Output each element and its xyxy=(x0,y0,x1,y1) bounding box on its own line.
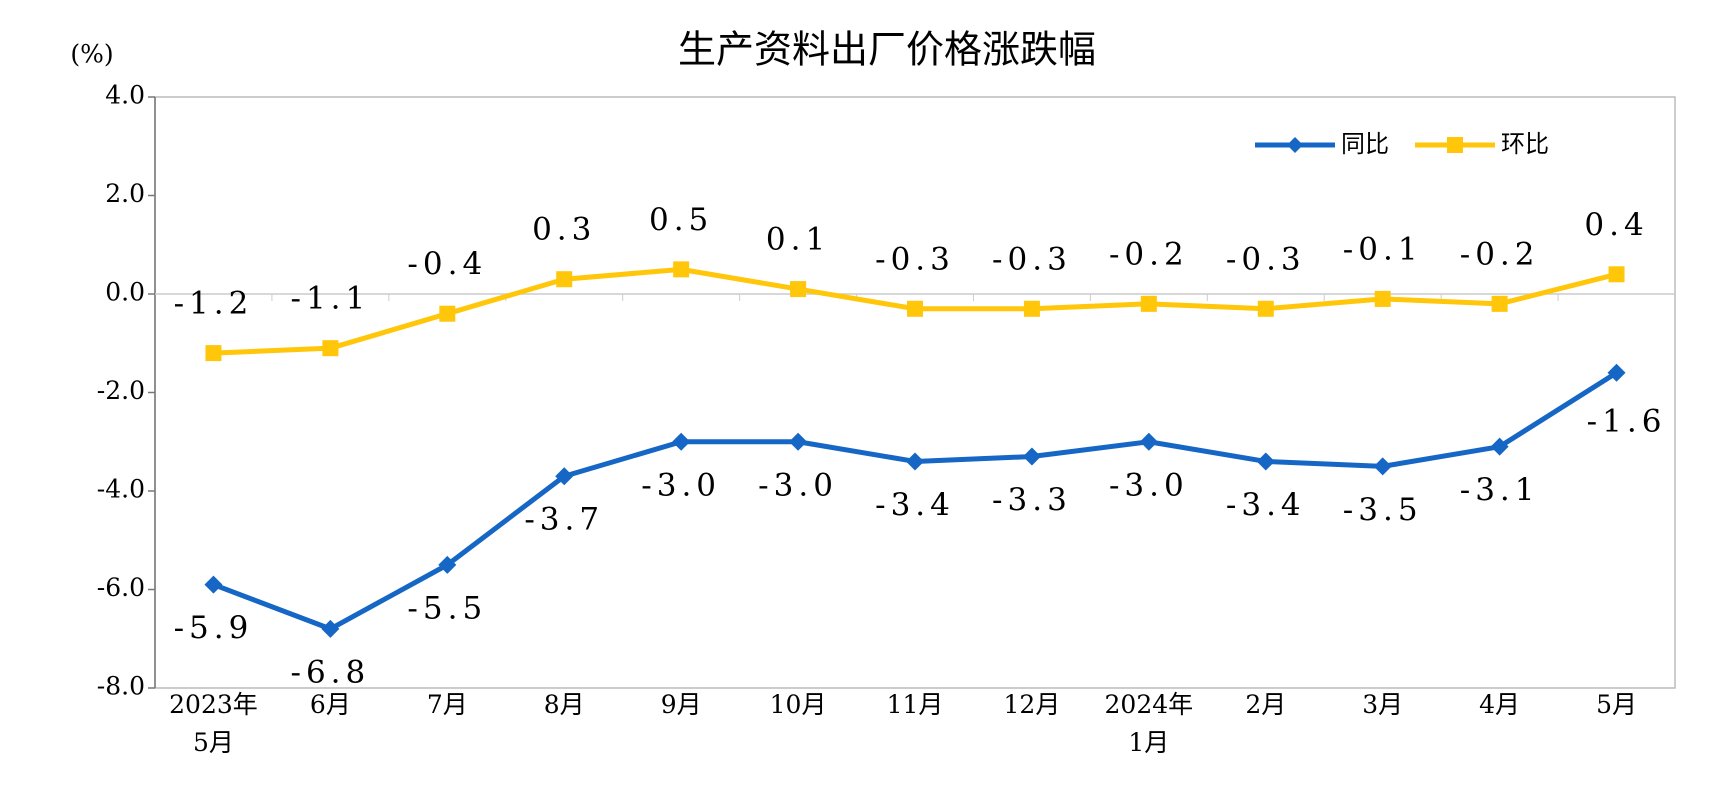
x-tick-label: 7月 xyxy=(427,690,468,719)
point xyxy=(1608,266,1625,283)
value-label: 0.4 xyxy=(1584,207,1648,243)
value-label: -3.5 xyxy=(1343,492,1423,528)
point xyxy=(1374,290,1391,307)
y-tick-label: -8.0 xyxy=(97,672,145,701)
point xyxy=(789,432,808,451)
x-tick-label: 2024年 1月 xyxy=(1105,690,1194,757)
point xyxy=(907,300,923,317)
value-label: 0.5 xyxy=(649,202,713,238)
value-label: -5.9 xyxy=(174,610,254,646)
point xyxy=(906,452,924,471)
point xyxy=(1490,437,1509,456)
y-tick-label: -2.0 xyxy=(97,376,145,405)
point xyxy=(1022,447,1041,466)
point xyxy=(1607,363,1626,382)
legend-marker xyxy=(1287,137,1303,153)
y-tick-label: -4.0 xyxy=(97,475,145,504)
value-label: -0.3 xyxy=(875,241,955,277)
value-label: -3.0 xyxy=(758,467,838,503)
value-label: -0.3 xyxy=(1226,241,1306,277)
value-label: -1.1 xyxy=(290,281,370,317)
value-label: 0.3 xyxy=(532,212,596,248)
value-label: -0.2 xyxy=(1109,236,1189,272)
value-label: -3.0 xyxy=(641,467,721,503)
point xyxy=(1373,457,1392,476)
x-tick-label: 9月 xyxy=(661,690,702,719)
point xyxy=(1491,295,1508,312)
value-label: -6.8 xyxy=(290,654,370,690)
value-label: -5.5 xyxy=(407,590,487,626)
point xyxy=(1139,432,1158,451)
y-tick-label: 4.0 xyxy=(105,81,145,110)
x-tick-label: 8月 xyxy=(544,690,585,719)
value-label: -3.4 xyxy=(875,487,955,523)
point xyxy=(322,340,339,357)
value-label: -0.1 xyxy=(1343,231,1423,267)
x-tick-label: 4月 xyxy=(1479,690,1520,719)
point xyxy=(555,467,574,486)
value-label: -3.0 xyxy=(1109,467,1189,503)
x-tick-label: 3月 xyxy=(1362,690,1403,719)
value-label: -3.4 xyxy=(1226,487,1306,523)
y-tick-label: 0.0 xyxy=(105,278,145,307)
legend-label: 环比 xyxy=(1501,130,1549,158)
x-tick-label: 11月 xyxy=(887,690,944,719)
point xyxy=(556,271,573,288)
point xyxy=(1023,300,1040,317)
point xyxy=(672,432,691,451)
y-tick-label: -6.0 xyxy=(97,573,145,602)
point xyxy=(205,345,222,362)
point xyxy=(438,555,457,574)
x-tick-label: 2月 xyxy=(1245,690,1286,719)
value-label: -0.3 xyxy=(992,241,1072,277)
value-label: -3.1 xyxy=(1460,472,1540,508)
point xyxy=(1140,295,1157,312)
point xyxy=(1257,300,1274,317)
x-tick-label: 6月 xyxy=(310,690,351,719)
point xyxy=(321,619,340,638)
x-tick-label: 10月 xyxy=(770,690,827,719)
point xyxy=(439,305,456,322)
x-tick-label: 5月 xyxy=(1596,690,1637,719)
value-label: -3.3 xyxy=(992,482,1072,518)
legend-marker xyxy=(1447,137,1463,153)
y-tick-label: 2.0 xyxy=(105,179,145,208)
value-label: -3.7 xyxy=(524,502,604,538)
point xyxy=(1256,452,1275,471)
value-label: -0.2 xyxy=(1460,236,1540,272)
value-label: -1.6 xyxy=(1587,403,1667,439)
point xyxy=(204,575,223,594)
legend-label: 同比 xyxy=(1341,130,1389,158)
y-axis-label: (%) xyxy=(70,40,113,69)
value-label: -0.4 xyxy=(407,246,487,282)
x-tick-label: 12月 xyxy=(1004,690,1061,719)
point xyxy=(673,261,690,278)
point xyxy=(790,281,807,298)
value-label: -1.2 xyxy=(174,286,254,322)
value-label: 0.1 xyxy=(766,222,830,258)
x-tick-label: 2023年 5月 xyxy=(169,690,258,757)
chart-title: 生产资料出厂价格涨跌幅 xyxy=(678,28,1096,72)
